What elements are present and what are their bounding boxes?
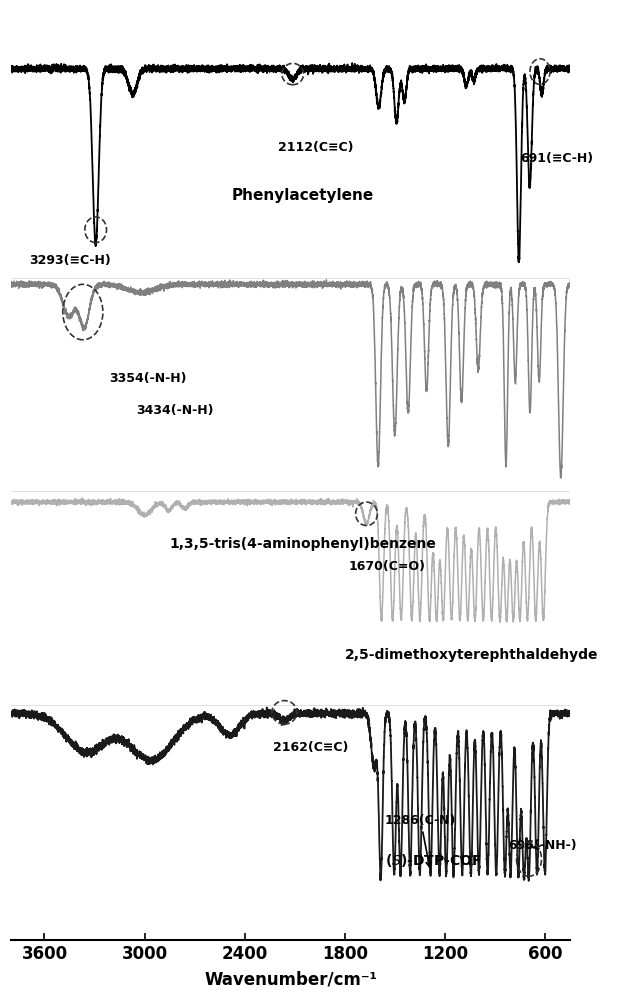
Text: 1670(C=O): 1670(C=O) (348, 560, 425, 573)
Text: Phenylacetylene: Phenylacetylene (232, 188, 374, 203)
Text: 1,3,5-tris(4-aminophenyl)benzene: 1,3,5-tris(4-aminophenyl)benzene (170, 537, 436, 551)
Text: 696(-NH-): 696(-NH-) (508, 839, 577, 852)
X-axis label: Wavenumber/cm⁻¹: Wavenumber/cm⁻¹ (204, 971, 377, 989)
Text: 2,5-dimethoxyterephthaldehyde: 2,5-dimethoxyterephthaldehyde (345, 648, 598, 662)
Text: ($\mathit{S}$)-DTP-COF: ($\mathit{S}$)-DTP-COF (385, 852, 481, 869)
Text: 3354(-N-H): 3354(-N-H) (109, 372, 187, 385)
Text: 3434(-N-H): 3434(-N-H) (136, 404, 214, 417)
Text: 2112(C≡C): 2112(C≡C) (278, 141, 354, 154)
Text: 691(≡C-H): 691(≡C-H) (520, 152, 593, 165)
Text: 2162(C≡C): 2162(C≡C) (273, 741, 349, 754)
Text: 1286(C-N): 1286(C-N) (385, 814, 456, 867)
Text: 3293(≡C-H): 3293(≡C-H) (29, 254, 111, 267)
